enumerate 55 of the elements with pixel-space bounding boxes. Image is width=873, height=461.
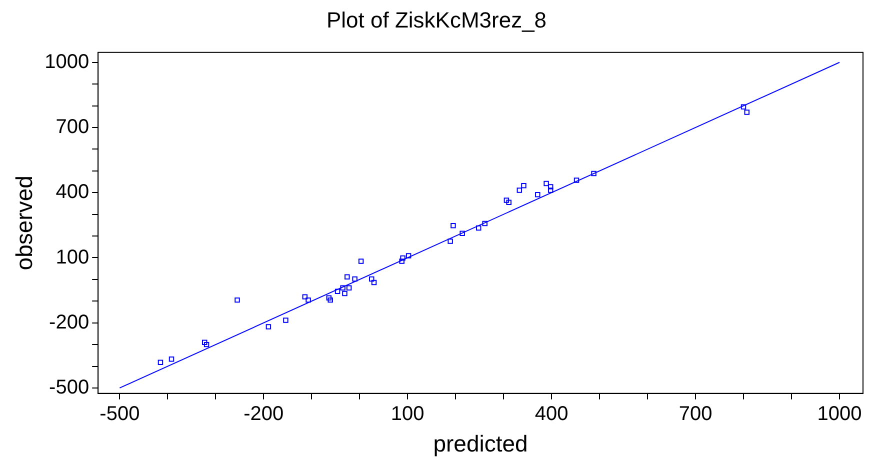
point	[406, 253, 412, 258]
y-axis-title: observed	[11, 176, 38, 270]
point	[744, 110, 750, 115]
point	[202, 340, 208, 346]
point	[448, 238, 453, 244]
point	[516, 188, 522, 193]
y-tick-label: 1000	[44, 50, 90, 73]
point	[482, 220, 488, 226]
y-tick-label: 400	[56, 181, 90, 204]
point	[544, 180, 549, 186]
point	[368, 276, 374, 282]
point	[400, 255, 406, 261]
point	[358, 258, 364, 264]
point	[506, 200, 512, 206]
x-tick-label: -200	[244, 402, 284, 425]
point	[344, 274, 350, 280]
point	[158, 360, 164, 365]
point	[504, 198, 510, 203]
x-tick-label: 100	[390, 402, 424, 425]
y-tick-label: -200	[49, 311, 90, 334]
point	[399, 258, 404, 264]
point	[266, 324, 272, 330]
point	[334, 288, 340, 294]
x-tick-label: 400	[534, 402, 568, 425]
point	[352, 276, 358, 282]
point	[328, 297, 333, 303]
x-tick-label: 1000	[817, 402, 862, 425]
point	[476, 225, 482, 231]
point	[460, 230, 465, 236]
point	[591, 170, 596, 176]
point	[450, 222, 456, 228]
point	[234, 297, 240, 303]
point	[340, 285, 346, 291]
point	[204, 342, 210, 348]
x-tick-label: 700	[678, 402, 712, 425]
point	[548, 188, 554, 193]
point	[342, 290, 348, 296]
point	[521, 183, 526, 188]
point	[306, 297, 311, 303]
point	[740, 104, 746, 110]
point	[548, 184, 554, 190]
x-tick-label: -500	[100, 402, 140, 425]
point	[302, 294, 308, 300]
point	[326, 295, 332, 301]
point	[346, 285, 352, 291]
point	[283, 318, 288, 323]
point	[535, 192, 540, 198]
chart-title: Plot of ZiskKcM3rez_8	[326, 7, 547, 32]
y-tick-label: -500	[49, 376, 90, 398]
point	[574, 178, 580, 183]
x-axis-title: predicted	[433, 430, 528, 457]
y-tick-label: 100	[56, 246, 90, 268]
y-tick-label: 700	[56, 116, 90, 138]
point	[168, 356, 174, 362]
point	[371, 280, 377, 286]
